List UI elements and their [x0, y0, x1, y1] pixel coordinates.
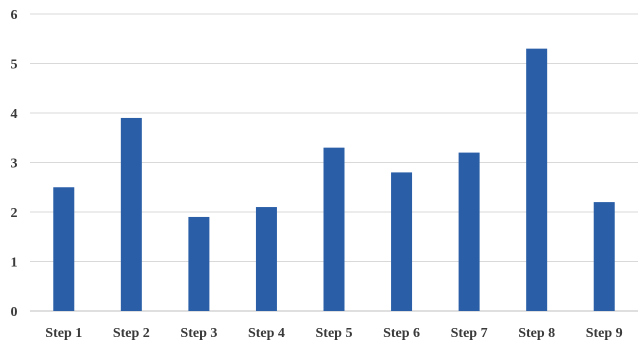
x-category-label: Step 5: [316, 326, 353, 341]
bar: [255, 207, 277, 311]
x-category-label: Step 7: [451, 326, 488, 341]
y-tick-label: 1: [11, 256, 18, 271]
y-axis-tick-labels: 0 1 2 3 4 5 6: [11, 8, 18, 320]
x-category-label: Step 9: [586, 326, 623, 341]
y-tick-label: 0: [11, 305, 18, 320]
y-tick-label: 2: [11, 206, 18, 221]
bar: [391, 172, 413, 311]
y-tick-label: 3: [11, 157, 18, 172]
x-category-label: Step 4: [248, 326, 285, 341]
x-category-label: Step 2: [113, 326, 150, 341]
bar: [188, 216, 210, 311]
bar: [458, 152, 480, 311]
bars: [53, 48, 615, 312]
x-axis-category-labels: Step 1 Step 2 Step 3 Step 4 Step 5 Step 6 Step…: [45, 326, 622, 341]
x-category-label: Step 1: [45, 326, 82, 341]
x-category-label: Step 3: [180, 326, 217, 341]
bar: [120, 117, 142, 311]
y-tick-label: 6: [11, 8, 18, 23]
bar: [526, 48, 548, 312]
bar: [323, 147, 345, 311]
y-tick-label: 4: [11, 107, 18, 122]
x-category-label: Step 6: [383, 326, 420, 341]
bar: [593, 202, 615, 311]
y-tick-label: 5: [11, 58, 18, 73]
bar: [53, 187, 75, 311]
x-category-label: Step 8: [518, 326, 555, 341]
